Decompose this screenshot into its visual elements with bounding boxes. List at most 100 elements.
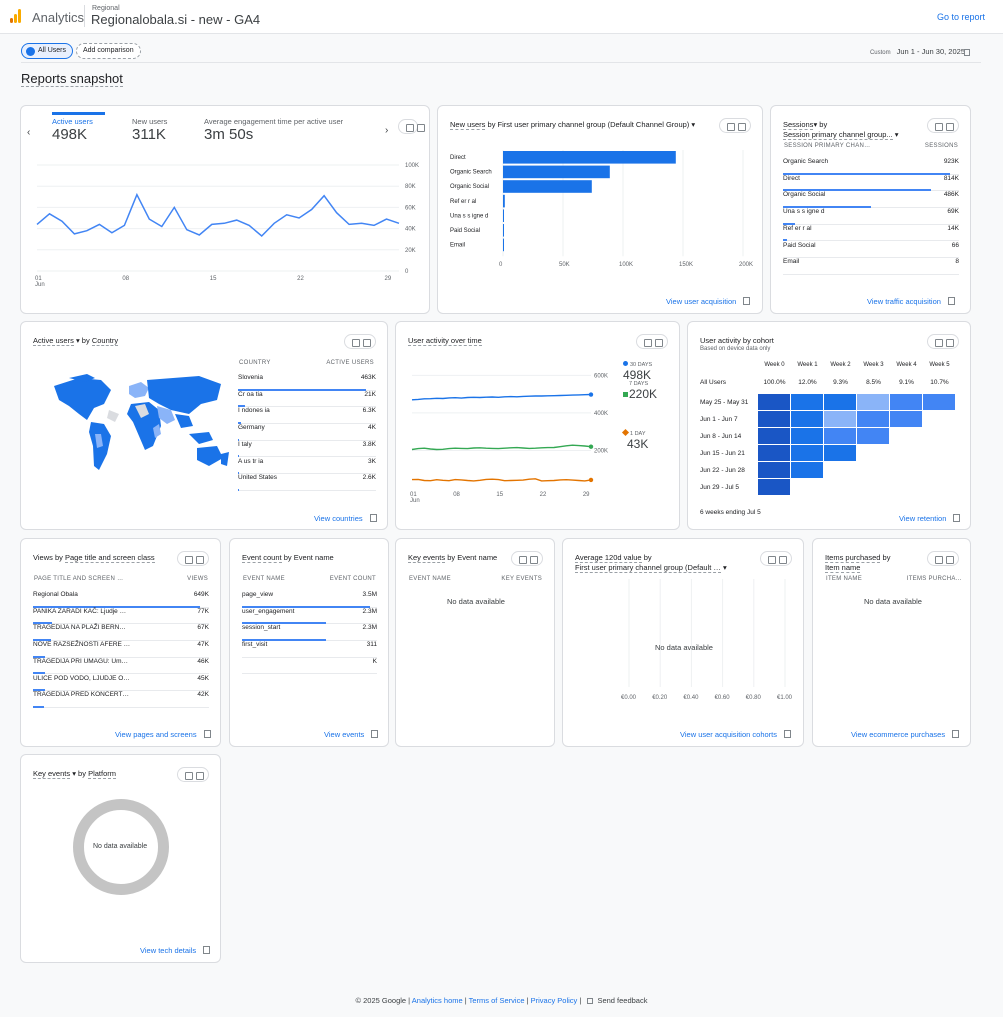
cohort-cell[interactable] bbox=[758, 462, 790, 478]
table-row[interactable]: Paid Social 66 bbox=[783, 242, 959, 259]
card-options-icon[interactable] bbox=[511, 551, 543, 566]
card-options-icon[interactable] bbox=[927, 118, 959, 133]
view-acquisition-cohorts-link[interactable]: View user acquisition cohorts bbox=[680, 730, 791, 739]
date-range-picker[interactable]: Custom Jun 1 - Jun 30, 2025 bbox=[870, 47, 965, 56]
cohort-cell[interactable] bbox=[857, 428, 889, 444]
bar[interactable] bbox=[503, 165, 610, 179]
card-title[interactable]: Active users ▾ by Country bbox=[33, 336, 119, 346]
table-row[interactable]: K bbox=[242, 658, 377, 675]
table-row[interactable]: TRAGEDIJA PRED KONCERT… 42K bbox=[33, 691, 209, 708]
card-options-icon[interactable] bbox=[177, 551, 209, 566]
table-row[interactable]: ULICE POD VODO, LJUDJE O… 45K bbox=[33, 675, 209, 692]
card-options-icon[interactable] bbox=[719, 118, 751, 133]
table-row[interactable]: user_engagement 2.3M bbox=[242, 608, 377, 625]
dimension-selector[interactable]: Item name bbox=[825, 563, 861, 573]
column-header[interactable]: KEY EVENTS bbox=[501, 576, 542, 582]
view-ecommerce-link[interactable]: View ecommerce purchases bbox=[851, 730, 959, 739]
metric-engagement-time[interactable]: Average engagement time per active user … bbox=[204, 117, 343, 143]
cohort-cell[interactable] bbox=[791, 445, 823, 461]
bar[interactable] bbox=[503, 151, 676, 164]
cohort-cell[interactable] bbox=[758, 479, 790, 495]
cohort-cell[interactable] bbox=[758, 411, 790, 427]
card-title[interactable]: New users by First user primary channel … bbox=[450, 120, 696, 130]
view-pages-link[interactable]: View pages and screens bbox=[115, 730, 211, 739]
calendar-icon[interactable] bbox=[964, 49, 970, 56]
cohort-cell[interactable] bbox=[758, 394, 790, 410]
column-header[interactable]: EVENT COUNT bbox=[329, 576, 376, 582]
table-row[interactable]: page_view 3.5M bbox=[242, 591, 377, 608]
cohort-cell[interactable] bbox=[791, 411, 823, 427]
card-title[interactable]: Average 120d value by bbox=[575, 553, 652, 563]
cohort-cell[interactable] bbox=[791, 428, 823, 444]
column-header[interactable]: EVENT NAME bbox=[409, 576, 451, 582]
card-options-icon[interactable] bbox=[927, 551, 959, 566]
table-row[interactable]: I taly 3.8K bbox=[238, 441, 376, 458]
footer-link-privacy[interactable]: Privacy Policy bbox=[530, 996, 578, 1005]
bar[interactable] bbox=[503, 194, 505, 208]
cohort-cell[interactable] bbox=[758, 428, 790, 444]
cohort-cell[interactable] bbox=[857, 394, 889, 410]
column-header[interactable]: ITEM NAME bbox=[826, 576, 863, 582]
bar[interactable] bbox=[503, 180, 592, 193]
cohort-cell[interactable] bbox=[890, 411, 922, 427]
table-row[interactable]: Una s s igne d 69K bbox=[783, 208, 959, 225]
table-row[interactable]: TRAGEDIJA PRI UMAGU: Um… 46K bbox=[33, 658, 209, 675]
cohort-cell[interactable] bbox=[791, 394, 823, 410]
cohort-cell[interactable] bbox=[824, 411, 856, 427]
table-row[interactable]: Regional Obala 649K bbox=[33, 591, 209, 608]
analytics-logo-icon[interactable] bbox=[10, 9, 22, 23]
footer-link-analytics-home[interactable]: Analytics home bbox=[411, 996, 463, 1005]
column-header[interactable]: ACTIVE USERS bbox=[326, 360, 374, 366]
send-feedback-link[interactable]: Send feedback bbox=[597, 996, 648, 1005]
card-options-icon[interactable] bbox=[177, 767, 209, 782]
chevron-right-icon[interactable]: › bbox=[385, 125, 389, 136]
add-comparison-chip[interactable]: Add comparison bbox=[76, 43, 141, 59]
bar[interactable] bbox=[503, 209, 504, 222]
property-selector[interactable]: Regionalobala.si - new - GA4 bbox=[91, 12, 261, 27]
card-title[interactable]: Key events by Event name bbox=[408, 553, 497, 563]
table-row[interactable]: A us tr ia 3K bbox=[238, 458, 376, 475]
metric-new-users[interactable]: New users 311K bbox=[132, 117, 167, 143]
card-options-icon[interactable] bbox=[344, 334, 376, 349]
view-traffic-acquisition-link[interactable]: View traffic acquisition bbox=[867, 297, 955, 306]
dimension-selector[interactable]: First user primary channel group (Defaul… bbox=[575, 563, 727, 573]
cohort-cell[interactable] bbox=[824, 394, 856, 410]
cohort-cell[interactable] bbox=[923, 394, 955, 410]
column-header[interactable]: COUNTRY bbox=[239, 360, 271, 366]
dimension-selector[interactable]: Session primary channel group... ▾ bbox=[783, 130, 899, 140]
table-row[interactable]: first_visit 311 bbox=[242, 641, 377, 658]
footer-link-terms[interactable]: Terms of Service bbox=[468, 996, 525, 1005]
table-row[interactable]: Organic Social 486K bbox=[783, 191, 959, 209]
cohort-cell[interactable] bbox=[758, 445, 790, 461]
view-countries-link[interactable]: View countries bbox=[314, 514, 377, 523]
table-row[interactable]: I ndones ia 6.3K bbox=[238, 407, 376, 425]
column-header[interactable]: EVENT NAME bbox=[243, 576, 285, 582]
chevron-left-icon[interactable]: ‹ bbox=[27, 127, 31, 138]
view-retention-link[interactable]: View retention bbox=[899, 514, 960, 523]
card-title[interactable]: Sessions▾ by bbox=[783, 120, 828, 130]
cohort-cell[interactable] bbox=[824, 445, 856, 461]
bar[interactable] bbox=[503, 238, 504, 252]
table-row[interactable]: NOVE RAZSEŽNOSTI AFERE … 47K bbox=[33, 641, 209, 658]
table-row[interactable]: PANIKA ZARADI KAČ: Ljudje … 77K bbox=[33, 608, 209, 625]
customize-card-icon[interactable] bbox=[398, 119, 425, 134]
table-row[interactable]: Ref er r al 14K bbox=[783, 225, 959, 242]
column-header[interactable]: SESSIONS bbox=[924, 143, 958, 149]
cohort-cell[interactable] bbox=[857, 411, 889, 427]
table-row[interactable]: Organic Search 923K bbox=[783, 158, 959, 175]
feedback-icon[interactable] bbox=[587, 998, 594, 1004]
cohort-cell[interactable] bbox=[824, 428, 856, 444]
go-to-report-link[interactable]: Go to report bbox=[936, 12, 985, 22]
table-row[interactable]: TRAGEDIJA NA PLAŽI BERN… 67K bbox=[33, 624, 209, 642]
view-tech-details-link[interactable]: View tech details bbox=[140, 946, 210, 955]
all-users-chip[interactable]: All Users bbox=[21, 43, 74, 59]
column-header[interactable]: VIEWS bbox=[187, 576, 208, 582]
card-title[interactable]: Event count by Event name bbox=[242, 553, 334, 563]
bar[interactable] bbox=[503, 224, 504, 237]
card-title[interactable]: Items purchased by bbox=[825, 553, 890, 563]
view-user-acquisition-link[interactable]: View user acquisition bbox=[666, 297, 750, 306]
card-options-icon[interactable] bbox=[760, 551, 792, 566]
card-title[interactable]: Views by Page title and screen class bbox=[33, 553, 155, 563]
card-title[interactable]: Key events ▾ by Platform bbox=[33, 769, 116, 779]
metric-active-users[interactable]: Active users 498K bbox=[52, 112, 105, 143]
